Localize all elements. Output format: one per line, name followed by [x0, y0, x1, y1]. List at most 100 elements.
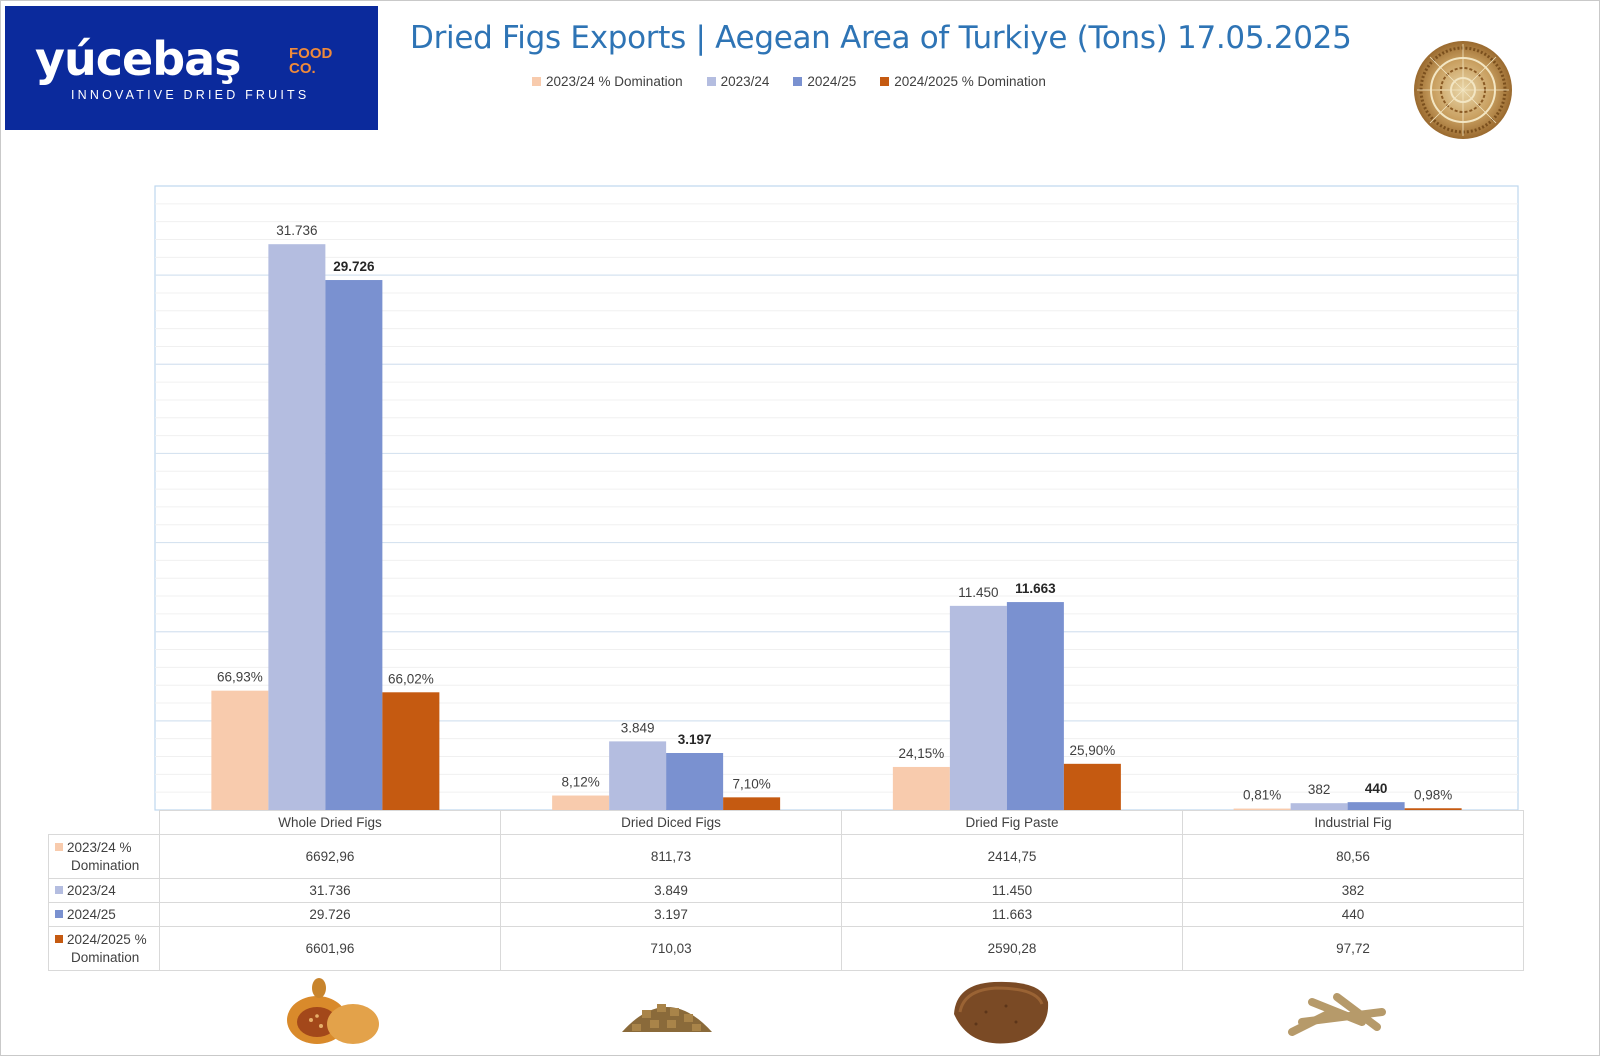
- legend-swatch: [793, 77, 803, 86]
- logo-food-line1: FOOD: [289, 45, 333, 62]
- chart-title: Dried Figs Exports | Aegean Area of Turk…: [410, 20, 1352, 56]
- dried-diced-figs-image: [622, 1004, 712, 1032]
- table-col-header: Whole Dried Figs: [159, 810, 501, 835]
- legend-item: 2023/24 % Domination: [532, 74, 683, 89]
- table-corner: [48, 810, 160, 835]
- table-cell: 29.726: [159, 902, 501, 927]
- legend-swatch: [706, 77, 716, 86]
- whole-dried-figs-image: [287, 978, 379, 1044]
- bar-data-label: 7,10%: [732, 776, 770, 791]
- table-cell: 710,03: [500, 926, 842, 971]
- bar: [723, 797, 781, 810]
- table-col-header: Dried Fig Paste: [841, 810, 1183, 835]
- bar: [552, 795, 610, 810]
- table-row-header: 2023/24 % Domination: [48, 834, 160, 879]
- industrial-fig-image: [1288, 993, 1386, 1036]
- table-cell: 11.663: [841, 902, 1183, 927]
- table-row: 2024/2025 % Domination 6601,96 710,03 25…: [48, 926, 1524, 971]
- bar-data-label: 24,15%: [898, 746, 944, 761]
- chart-legend: 2023/24 % Domination 2023/24 2024/25 202…: [532, 74, 1046, 89]
- logo-brand-text: yúcebaş: [35, 32, 242, 86]
- table-cell: 31.736: [159, 878, 501, 903]
- table-cell: 3.849: [500, 878, 842, 903]
- legend-label: 2023/24 % Domination: [546, 74, 683, 89]
- bar-labels-group: 66,93% 31.736 29.726 66,02% 8,12% 3.849 3.197 7…: [217, 223, 1452, 802]
- bar-data-label: 66,02%: [388, 671, 434, 686]
- table-col-header: Industrial Fig: [1182, 810, 1524, 835]
- table-row: 2023/24 % Domination 6692,96 811,73 2414…: [48, 834, 1524, 879]
- table-cell: 11.450: [841, 878, 1183, 903]
- legend-swatch: [880, 77, 890, 86]
- bar-data-label: 382: [1308, 782, 1331, 797]
- bar-data-label: 3.197: [678, 732, 712, 747]
- bar: [211, 690, 269, 810]
- dried-fig-paste-image: [954, 981, 1049, 1044]
- logo-food-co: FOOD CO.: [289, 46, 332, 76]
- bar-data-label: 440: [1365, 781, 1388, 796]
- table-cell: 6601,96: [159, 926, 501, 971]
- company-logo: yúcebaş FOOD CO. INNOVATIVE DRIED FRUITS: [5, 6, 378, 130]
- table-cell: 440: [1182, 902, 1524, 927]
- data-table: Whole Dried Figs Dried Diced Figs Dried …: [48, 810, 1524, 971]
- row-swatch: [55, 909, 63, 918]
- bar: [666, 753, 724, 810]
- table-row-header: 2024/2025 % Domination: [48, 926, 160, 971]
- bar: [1404, 808, 1462, 810]
- bars-group: [211, 244, 1462, 811]
- bar-data-label: 8,12%: [561, 775, 599, 790]
- bar-data-label: 25,90%: [1069, 743, 1115, 758]
- bar: [892, 766, 950, 810]
- table-cell: 80,56: [1182, 834, 1524, 879]
- row-swatch: [55, 934, 63, 943]
- logo-tagline: INNOVATIVE DRIED FRUITS: [71, 88, 310, 102]
- row-swatch: [55, 885, 63, 894]
- bar: [325, 280, 383, 810]
- row-label: 2023/24: [67, 882, 116, 898]
- row-label: 2024/25: [67, 906, 116, 922]
- table-cell: 811,73: [500, 834, 842, 879]
- bar: [1006, 602, 1064, 810]
- legend-label: 2024/25: [807, 74, 857, 89]
- bar-chart: 66,93% 31.736 29.726 66,02% 8,12% 3.849 3.197 7…: [154, 185, 1519, 811]
- table-cell: 3.197: [500, 902, 842, 927]
- row-label: 2024/2025 %: [67, 931, 147, 947]
- bar: [268, 244, 326, 811]
- legend-item: 2024/2025 % Domination: [880, 74, 1046, 89]
- table-cell: 2414,75: [841, 834, 1183, 879]
- legend-label: 2024/2025 % Domination: [894, 74, 1046, 89]
- table-row-header: 2024/25: [48, 902, 160, 927]
- bar-data-label: 0,81%: [1243, 788, 1281, 803]
- table-col-header: Dried Diced Figs: [500, 810, 842, 835]
- legend-label: 2023/24: [720, 74, 770, 89]
- bar-data-label: 29.726: [333, 259, 375, 274]
- table-cell: 97,72: [1182, 926, 1524, 971]
- bar: [382, 692, 440, 810]
- table-row: 2023/24 31.736 3.849 11.450 382: [48, 878, 1524, 903]
- bar: [1233, 808, 1291, 811]
- bar-data-label: 3.849: [621, 720, 655, 735]
- table-row-header: 2023/24: [48, 878, 160, 903]
- table-cell: 2590,28: [841, 926, 1183, 971]
- table-row: 2024/25 29.726 3.197 11.663 440: [48, 902, 1524, 927]
- bar: [949, 605, 1007, 810]
- bar-data-label: 31.736: [276, 223, 317, 238]
- bar-data-label: 0,98%: [1414, 787, 1452, 802]
- table-cell: 6692,96: [159, 834, 501, 879]
- bar: [1347, 802, 1405, 810]
- logo-food-line2: CO.: [289, 60, 316, 77]
- row-label-cont: Domination: [71, 949, 140, 965]
- legend-item: 2024/25: [793, 74, 856, 89]
- row-label-cont: Domination: [71, 857, 140, 873]
- decorative-seal-icon: [1414, 41, 1512, 139]
- bar: [1063, 763, 1121, 810]
- row-swatch: [55, 842, 63, 851]
- legend-swatch: [532, 77, 541, 86]
- table-cell: 382: [1182, 878, 1524, 903]
- bar-data-label: 11.663: [1015, 581, 1056, 596]
- table-header-row: Whole Dried Figs Dried Diced Figs Dried …: [48, 810, 1524, 835]
- legend-item: 2023/24: [706, 74, 770, 89]
- bar-data-label: 66,93%: [217, 670, 263, 685]
- row-label: 2023/24 %: [67, 839, 132, 855]
- bar: [609, 741, 667, 810]
- bar-data-label: 11.450: [958, 585, 998, 600]
